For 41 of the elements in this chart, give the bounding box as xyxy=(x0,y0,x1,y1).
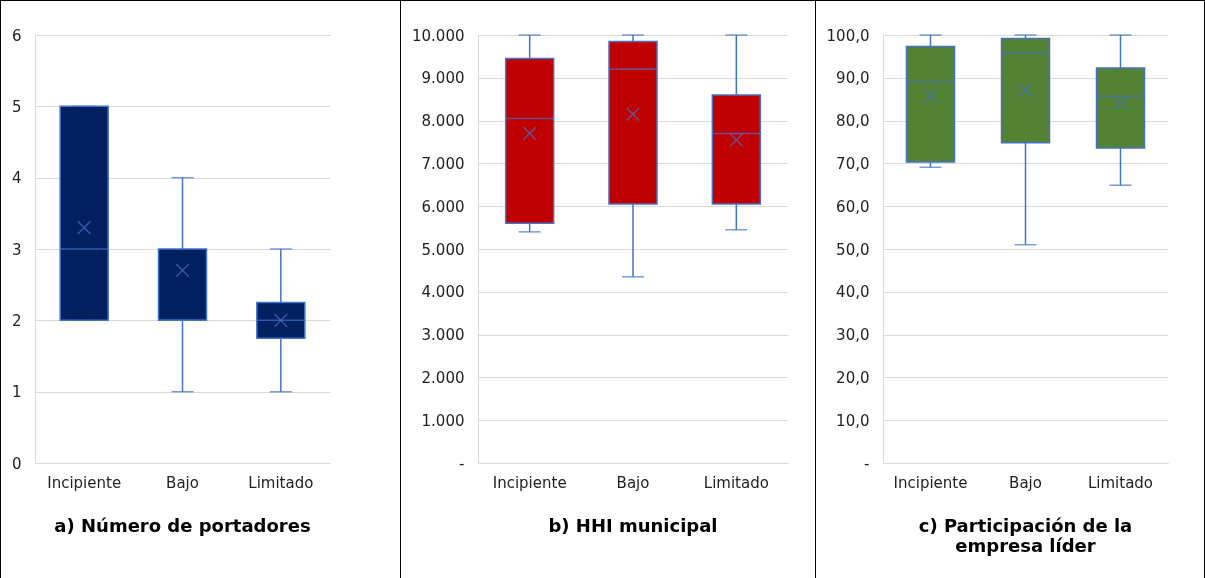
y-tick-label: 90,0 xyxy=(836,69,870,88)
y-tick-label: 7.000 xyxy=(421,154,465,173)
y-tick-label: 20,0 xyxy=(836,368,870,387)
y-tick-label: 4 xyxy=(11,169,22,188)
y-tick-label: 6.000 xyxy=(421,197,465,216)
x-tick-label: Bajo xyxy=(166,473,199,492)
y-tick-label: 1.000 xyxy=(421,411,465,430)
y-tick-label: - xyxy=(459,454,465,473)
y-tick-label: 6 xyxy=(11,26,22,45)
x-tick-label: Incipiente xyxy=(893,473,968,492)
x-tick-label: Bajo xyxy=(616,473,650,492)
y-tick-label: 4.000 xyxy=(421,283,465,302)
y-tick-label: - xyxy=(864,454,870,473)
y-tick-label: 1 xyxy=(11,383,22,402)
x-tick-label: Incipiente xyxy=(492,473,567,492)
x-tick-label: Bajo xyxy=(1009,473,1042,492)
y-tick-label: 100,0 xyxy=(826,26,870,45)
x-tick-label: Incipiente xyxy=(47,473,122,492)
y-tick-label: 10,0 xyxy=(836,411,870,430)
y-tick-label: 40,0 xyxy=(836,283,870,302)
y-tick-label: 8.000 xyxy=(421,112,465,131)
text: a) Número de portadores xyxy=(54,515,311,536)
y-tick-label: 50,0 xyxy=(836,240,870,259)
x-tick-label: Limitado xyxy=(703,473,769,492)
y-tick-label: 5.000 xyxy=(421,240,465,259)
x-tick-label: Limitado xyxy=(248,473,314,492)
text: c) Participación de la empresa líder xyxy=(918,515,1133,556)
y-tick-label: 60,0 xyxy=(836,197,870,216)
y-tick-label: 3.000 xyxy=(421,326,465,345)
y-tick-label: 0 xyxy=(11,454,22,473)
y-tick-label: 10.000 xyxy=(412,26,465,45)
y-tick-label: 9.000 xyxy=(421,69,465,88)
y-tick-label: 70,0 xyxy=(836,154,870,173)
x-tick-label: Limitado xyxy=(1087,473,1154,492)
y-tick-label: 5 xyxy=(11,97,22,116)
text: b) HHI municipal xyxy=(548,515,718,536)
y-tick-label: 2.000 xyxy=(421,368,465,387)
y-tick-label: 2 xyxy=(11,311,22,330)
y-tick-label: 30,0 xyxy=(836,326,870,345)
y-tick-label: 80,0 xyxy=(836,112,870,131)
y-tick-label: 3 xyxy=(11,240,22,259)
